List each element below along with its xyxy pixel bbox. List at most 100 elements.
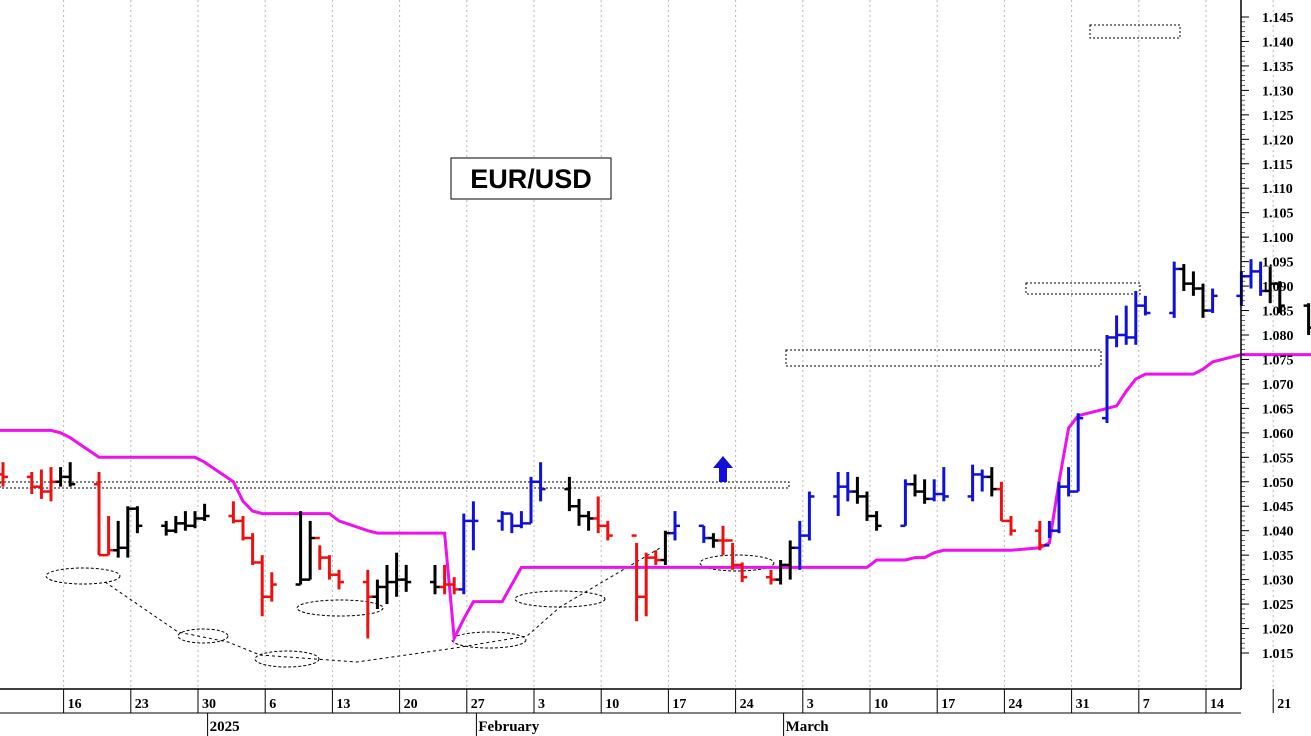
ohlc-bar bbox=[228, 501, 239, 524]
ohlc-bar bbox=[766, 569, 776, 585]
ohlc-bar bbox=[929, 479, 940, 502]
ohlc-bar bbox=[314, 536, 325, 570]
ohlc-bar bbox=[382, 564, 392, 605]
ohlc-bar bbox=[468, 501, 479, 551]
ohlc-bar bbox=[1246, 259, 1256, 289]
resistance-box-3 bbox=[1025, 282, 1141, 295]
ohlc-bar bbox=[161, 520, 172, 536]
ohlc-bar bbox=[266, 572, 277, 602]
ohlc-bar bbox=[132, 506, 143, 534]
ohlc-bar bbox=[1255, 261, 1266, 296]
ohlc-bar bbox=[574, 498, 584, 526]
y-tick-label: 1.090 bbox=[1262, 280, 1294, 295]
x-tick-label: 17 bbox=[672, 697, 686, 712]
month-label: February bbox=[478, 719, 539, 735]
ohlc-bar bbox=[986, 467, 997, 497]
low-ellipse-4 bbox=[296, 599, 384, 617]
y-tick-label: 1.095 bbox=[1262, 256, 1294, 271]
ohlc-bar bbox=[372, 579, 383, 609]
y-tick-label: 1.065 bbox=[1262, 402, 1294, 417]
y-tick-label: 1.070 bbox=[1262, 378, 1294, 393]
y-tick-label: 1.035 bbox=[1262, 549, 1294, 564]
low-ellipse-6 bbox=[514, 590, 606, 608]
stop-line-series bbox=[0, 353, 1311, 644]
ohlc-bar bbox=[564, 476, 575, 512]
ohlc-bar bbox=[535, 462, 546, 502]
ohlc-bar bbox=[593, 496, 604, 534]
ohlc-bar bbox=[103, 516, 114, 557]
ohlc-bar bbox=[362, 569, 373, 639]
ohlc-bar bbox=[708, 533, 719, 548]
x-tick-label: 14 bbox=[1210, 697, 1224, 712]
ohlc-bar bbox=[996, 481, 1007, 523]
ohlc-bar bbox=[257, 555, 268, 617]
ohlc-bar bbox=[26, 471, 37, 494]
ohlc-bar bbox=[113, 520, 124, 558]
ohlc-bar bbox=[170, 516, 181, 534]
ohlc-bar bbox=[785, 540, 796, 580]
ohlc-bar bbox=[247, 533, 258, 565]
ohlc-bar bbox=[583, 511, 594, 531]
y-tick-label: 1.140 bbox=[1262, 35, 1294, 50]
ohlc-bar bbox=[852, 476, 863, 504]
y-tick-label: 1.020 bbox=[1262, 623, 1294, 638]
x-tick-label: 27 bbox=[471, 697, 485, 712]
y-tick-label: 1.130 bbox=[1262, 84, 1294, 99]
ohlc-bar bbox=[910, 474, 920, 497]
ohlc-bar bbox=[516, 511, 527, 529]
ohlc-bar bbox=[862, 491, 872, 521]
y-tick-label: 1.055 bbox=[1262, 451, 1294, 466]
ohlc-bar bbox=[430, 564, 440, 595]
ohlc-bar bbox=[842, 471, 853, 502]
chart-title: EUR/USD bbox=[450, 157, 612, 200]
low-ellipse-5 bbox=[451, 631, 527, 649]
ohlc-bar bbox=[526, 476, 536, 525]
y-tick-label: 1.045 bbox=[1262, 500, 1294, 515]
y-tick-label: 1.135 bbox=[1262, 60, 1294, 75]
low-ellipse-2 bbox=[177, 628, 229, 644]
vertical-gridlines bbox=[63, 0, 1274, 689]
ohlc-bar bbox=[1198, 283, 1208, 318]
ohlc-bar bbox=[0, 462, 8, 487]
ohlc-bar bbox=[199, 503, 210, 521]
ohlc-bar bbox=[977, 469, 988, 492]
ohlc-bar bbox=[727, 539, 738, 570]
y-tick-label: 1.075 bbox=[1262, 353, 1294, 368]
x-tick-label: 23 bbox=[135, 697, 149, 712]
ohlc-bar bbox=[190, 511, 200, 529]
y-tick-label: 1.025 bbox=[1262, 598, 1294, 613]
ohlc-bar bbox=[324, 555, 335, 580]
ohlc-bar bbox=[1121, 305, 1132, 345]
ohlc-bar bbox=[737, 562, 748, 583]
ohlc-bar bbox=[775, 560, 786, 585]
resistance-box-2 bbox=[785, 349, 1102, 367]
ohlc-bar bbox=[401, 564, 412, 592]
ohlc-bar bbox=[305, 520, 316, 581]
y-tick-label: 1.085 bbox=[1262, 305, 1294, 320]
y-tick-label: 1.105 bbox=[1262, 207, 1294, 222]
ohlc-bar bbox=[1034, 520, 1045, 551]
x-tick-label: 31 bbox=[1076, 697, 1090, 712]
x-tick-label: 10 bbox=[605, 697, 619, 712]
month-axis: 2025FebruaryMarchApril bbox=[207, 713, 829, 736]
ohlc-bar bbox=[439, 564, 450, 595]
ohlc-bar bbox=[238, 516, 248, 541]
ohlc-bar bbox=[1178, 264, 1189, 291]
y-tick-label: 1.060 bbox=[1262, 427, 1294, 442]
y-axis: 1.015 1.020 1.025 1.030 1.035 1.040 1.045 1.050… bbox=[1241, 11, 1294, 662]
ohlc-bar bbox=[180, 511, 191, 531]
ohlc-bar bbox=[1063, 467, 1074, 497]
pattern-annotations bbox=[0, 24, 1181, 668]
ohlc-bar bbox=[1274, 281, 1285, 313]
ohlc-bar bbox=[660, 530, 671, 565]
ohlc-bar bbox=[794, 520, 805, 570]
trend-connector bbox=[104, 547, 661, 663]
ohlc-bar bbox=[833, 471, 844, 517]
y-tick-label: 1.080 bbox=[1262, 329, 1294, 344]
y-tick-label: 1.110 bbox=[1262, 182, 1293, 197]
x-tick-label: 17 bbox=[941, 697, 955, 712]
ohlc-bar bbox=[1188, 271, 1199, 296]
y-tick-label: 1.050 bbox=[1262, 476, 1294, 491]
y-tick-label: 1.030 bbox=[1262, 574, 1294, 589]
ohlc-bars bbox=[0, 259, 1311, 639]
